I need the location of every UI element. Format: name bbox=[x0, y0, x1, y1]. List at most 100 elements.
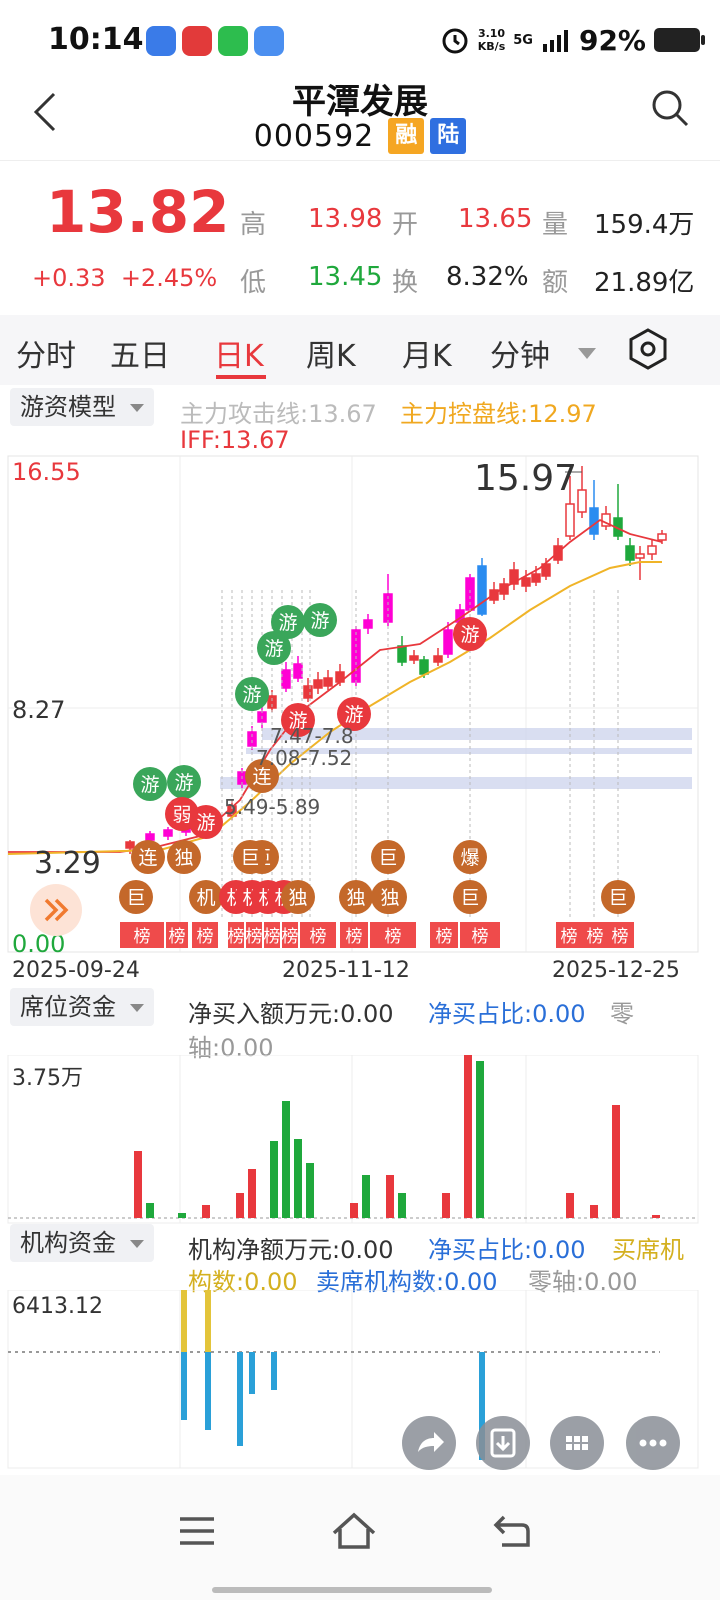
burst-badge bbox=[453, 840, 487, 874]
stock-code-row: 000592 融 陆 bbox=[0, 118, 720, 154]
hot-money-badge bbox=[337, 697, 371, 731]
weak-badge-label: 弱 bbox=[172, 804, 191, 826]
institution-badge-label: 机 bbox=[196, 887, 215, 909]
last-price: 13.82 bbox=[46, 178, 230, 246]
minute-dropdown[interactable] bbox=[578, 345, 596, 364]
inst-sell-count: 卖席机构数:0.00 bbox=[316, 1268, 498, 1296]
seat-fund-bar bbox=[386, 1175, 394, 1218]
list-tag-label: 榜 bbox=[436, 927, 453, 947]
candle-body bbox=[509, 569, 519, 585]
candle-body bbox=[531, 573, 541, 583]
gesture-handle[interactable] bbox=[212, 1587, 492, 1593]
inst-buy-count: 买席机 bbox=[612, 1236, 684, 1264]
list-tag bbox=[246, 922, 262, 948]
tab-intraday[interactable]: 分时 bbox=[16, 339, 76, 374]
y-axis-mid: 8.27 bbox=[12, 696, 66, 724]
inst-sell-bar bbox=[271, 1352, 277, 1390]
big-badge-label: 巨 bbox=[240, 847, 259, 869]
support-zone bbox=[220, 777, 692, 789]
inst-sell-bar bbox=[237, 1352, 243, 1446]
list-tag-label: 榜 bbox=[134, 927, 151, 947]
grid-menu-button[interactable] bbox=[550, 1416, 604, 1470]
share-button[interactable] bbox=[402, 1416, 456, 1470]
candle-body bbox=[465, 577, 475, 611]
list-tag bbox=[282, 922, 298, 948]
hot-money-badge-label: 游 bbox=[140, 774, 159, 796]
list-tag bbox=[582, 922, 608, 948]
solo-badge bbox=[339, 880, 373, 914]
margin-tag: 融 bbox=[388, 118, 425, 154]
tab-minute[interactable]: 分钟 bbox=[490, 339, 550, 374]
list-tag-label: 榜 bbox=[472, 927, 489, 947]
hot-money-badge-label: 游 bbox=[288, 710, 307, 732]
list-tag bbox=[340, 922, 368, 948]
ma-line-short bbox=[8, 518, 663, 853]
back-button[interactable] bbox=[30, 90, 60, 145]
seat-fund-bar bbox=[652, 1215, 660, 1218]
alarm-icon bbox=[442, 28, 468, 54]
stock-header: 平潭发展 000592 融 陆 bbox=[0, 70, 720, 160]
inst-net-amount: 机构净额万元:0.00 bbox=[188, 1236, 394, 1264]
inst-buy-bar bbox=[205, 1290, 211, 1352]
big-badge bbox=[453, 880, 487, 914]
seat-fund-bar bbox=[282, 1101, 290, 1218]
chart-frame bbox=[7, 1055, 699, 1224]
seat-fund-bar bbox=[362, 1175, 370, 1218]
list-tag bbox=[556, 922, 582, 948]
list-tag bbox=[166, 922, 188, 948]
candle-body bbox=[397, 645, 407, 663]
more-button[interactable] bbox=[626, 1416, 680, 1470]
candle-body bbox=[293, 663, 303, 679]
tab-monthly-k[interactable]: 月K bbox=[402, 339, 452, 374]
battery-icon bbox=[654, 28, 705, 52]
candle-body bbox=[163, 829, 173, 837]
hot-money-badge bbox=[271, 605, 305, 639]
share-arrow-icon bbox=[418, 1432, 444, 1452]
iff-label: IFF:13.67 bbox=[180, 426, 290, 454]
back-nav-button[interactable] bbox=[492, 1513, 532, 1553]
list-tag-label: 榜 bbox=[246, 927, 263, 947]
candle-body bbox=[303, 685, 313, 699]
solo-badge bbox=[167, 840, 201, 874]
hot-money-badge bbox=[453, 617, 487, 651]
home-button[interactable] bbox=[330, 1511, 378, 1555]
inst-funds-selector[interactable]: 机构资金 bbox=[10, 1224, 154, 1262]
stock-code: 000592 bbox=[253, 118, 375, 154]
quote-panel: 13.82 +0.33 +2.45% 高 13.98 开 13.65 量 159… bbox=[0, 170, 720, 310]
hot-money-badge bbox=[189, 805, 223, 839]
stock-name: 平潭发展 bbox=[292, 82, 428, 122]
list-tag bbox=[430, 922, 458, 948]
tab-daily-k[interactable]: 日K bbox=[214, 339, 264, 374]
chart-settings-button[interactable] bbox=[626, 327, 670, 375]
seat-fund-bar bbox=[270, 1141, 278, 1218]
hot-money-badge-label: 游 bbox=[196, 812, 215, 834]
candle-body bbox=[433, 655, 443, 663]
menu-button[interactable] bbox=[178, 1515, 216, 1551]
open-value: 13.65 bbox=[458, 204, 533, 234]
candlestick-chart[interactable]: 游游游游游游弱游游游游连连巨独巨巨爆巨巨巨巨机机机机机独独独榜榜榜榜榜榜榜榜榜榜… bbox=[0, 450, 720, 960]
inst-sell-bar bbox=[181, 1352, 187, 1420]
download-button[interactable] bbox=[476, 1416, 530, 1470]
candle-body bbox=[635, 553, 645, 559]
support-zone bbox=[262, 728, 692, 740]
seat-funds-selector[interactable]: 席位资金 bbox=[10, 988, 154, 1026]
seat-fund-bar bbox=[236, 1193, 244, 1218]
expand-button[interactable] bbox=[30, 884, 82, 936]
candle-body bbox=[589, 507, 599, 535]
caret-down-icon bbox=[578, 348, 596, 359]
tab-five-day[interactable]: 五日 bbox=[110, 339, 170, 374]
hot-money-badge bbox=[281, 703, 315, 737]
seat-fund-bar bbox=[146, 1203, 154, 1218]
model-selector[interactable]: 游资模型 bbox=[10, 388, 154, 426]
app-notification-icon-2 bbox=[254, 26, 284, 56]
candle-body bbox=[267, 695, 277, 709]
tag-badge bbox=[131, 840, 165, 874]
high-label: 高 bbox=[240, 210, 267, 240]
search-button[interactable] bbox=[650, 88, 690, 128]
tab-weekly-k[interactable]: 周K bbox=[306, 339, 356, 374]
hexagon-settings-icon bbox=[629, 328, 667, 370]
home-icon bbox=[332, 1512, 376, 1549]
list-tag bbox=[460, 922, 500, 948]
amount-label: 额 bbox=[542, 268, 569, 298]
status-bar: 10:14 3.10 KB/s 5G 92% bbox=[0, 0, 720, 80]
